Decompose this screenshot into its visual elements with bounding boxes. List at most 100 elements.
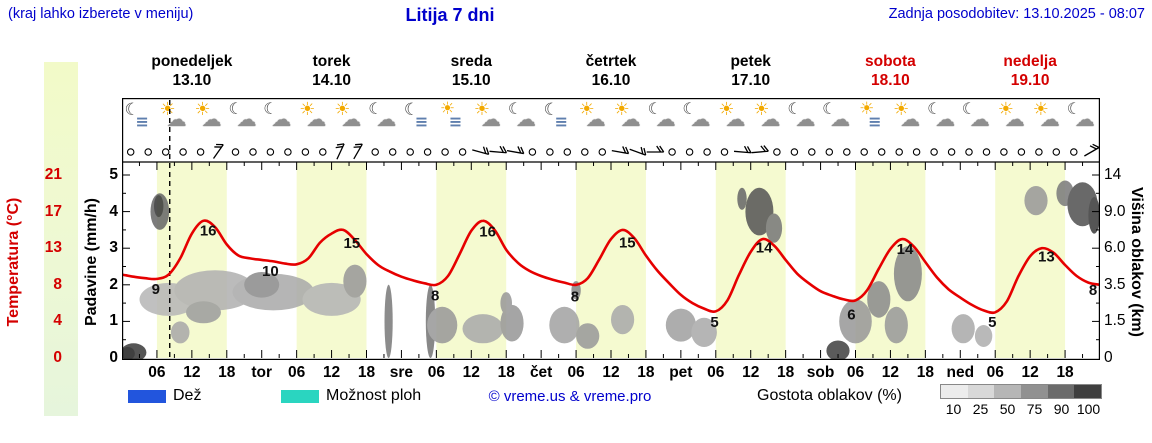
day-header-sreda: sreda 15.10 — [401, 52, 541, 90]
fog-icon: ≡ — [448, 112, 463, 131]
day-date: 13.10 — [172, 72, 212, 89]
menu-hint: (kraj lahko izberete v meniju) — [8, 6, 194, 22]
fog-icon: ≡ — [414, 112, 429, 131]
cloud-tick-label: 3.5 — [1104, 275, 1126, 293]
time-tick-12: 12 — [322, 364, 341, 381]
plot-frame — [122, 98, 1100, 360]
showers-legend-swatch — [281, 390, 319, 403]
time-tick-12: 12 — [1021, 364, 1039, 381]
rain-legend-swatch — [128, 390, 166, 403]
moon-icon: ☾ — [682, 99, 697, 118]
time-tick-18: 18 — [637, 364, 655, 381]
wind-calm-circle-icon — [423, 148, 432, 156]
day-name: petek — [730, 53, 771, 70]
wind-barb-icon — [646, 145, 665, 153]
moon-icon: ☾ — [368, 99, 383, 118]
precip-tick-label: 3 — [109, 239, 118, 257]
weather-icon-night-cloud: ☾ ☁ — [786, 101, 820, 143]
sun-icon: ☀ — [718, 99, 735, 120]
time-tick-pet: pet — [669, 364, 693, 381]
wind-calm-circle-icon — [371, 148, 379, 156]
cloud-density-scale — [940, 384, 1102, 399]
wind-barb-icon — [489, 145, 508, 154]
wind-calm-circle-icon — [790, 148, 799, 156]
rain-legend-label: Dež — [173, 387, 202, 404]
time-tick-18: 18 — [1056, 364, 1074, 381]
day-header-torek: torek 14.10 — [262, 52, 402, 90]
svg-text:5: 5 — [710, 314, 718, 331]
sun-icon: ☀ — [997, 99, 1014, 120]
svg-text:14: 14 — [897, 241, 914, 258]
time-tick-06: 06 — [986, 364, 1004, 381]
wind-calm-circle-icon — [1070, 148, 1078, 156]
time-tick-06: 06 — [846, 364, 865, 381]
copyright-link[interactable]: © vreme.us & vreme.pro — [488, 388, 652, 405]
svg-text:13: 13 — [1038, 248, 1055, 265]
wind-barb-icon — [335, 143, 345, 160]
wind-calm-circle-icon — [1035, 148, 1043, 156]
svg-text:8: 8 — [431, 287, 439, 304]
fog-icon: ≡ — [135, 112, 149, 131]
wind-calm-circle-icon — [1017, 148, 1026, 156]
cloud-icon: ☁ — [620, 107, 641, 131]
wind-calm-circle-icon — [458, 148, 467, 156]
svg-text:15: 15 — [344, 235, 361, 252]
cloud-tick-label: 9.0 — [1104, 202, 1126, 220]
day-header-sobota: sobota 18.10 — [821, 52, 961, 90]
time-tick-06: 06 — [567, 364, 585, 381]
temperature-value-labels: 9 16 10 15 8 16 8 15 5 14 6 14 5 13 8 — [152, 222, 1098, 331]
precip-tick-label: 1 — [109, 312, 118, 330]
wind-calm-circle-icon — [266, 148, 275, 156]
wind-calm-circle-icon — [179, 148, 187, 156]
time-tick-12: 12 — [183, 364, 201, 381]
sun-icon: ☀ — [893, 99, 910, 120]
cloud-icon: ☁ — [585, 107, 606, 131]
cloud-icon: ☁ — [480, 107, 501, 131]
temp-tick-label: 21 — [44, 166, 62, 183]
cloud-icon: ☁ — [166, 107, 187, 131]
sun-icon: ☀ — [334, 99, 351, 120]
time-tick-sre: sre — [389, 364, 414, 381]
time-tick-18: 18 — [218, 364, 236, 381]
day-date: 18.10 — [871, 72, 910, 89]
weather-icon-night-fog: ☾ ≡ — [123, 101, 157, 143]
sun-icon: ☀ — [613, 99, 630, 120]
precip-tick-label: 4 — [109, 202, 118, 220]
time-tick-18: 18 — [357, 364, 376, 381]
cloud-shapes — [122, 180, 1100, 360]
wind-calm-circle-icon — [773, 148, 781, 156]
wind-barb-icon — [472, 146, 490, 155]
weather-icon-sun-cloud: ☀ ☁ — [751, 101, 785, 143]
cloud-icon: ☁ — [1004, 107, 1025, 131]
day-header-nedelja: nedelja 19.10 — [960, 52, 1100, 90]
svg-text:9: 9 — [152, 281, 160, 298]
cloud-icon: ☁ — [935, 107, 956, 131]
wind-calm-circle-icon — [930, 148, 938, 156]
wind-calm-circle-icon — [284, 148, 292, 156]
day-name: sobota — [865, 53, 916, 70]
wind-calm-circle-icon — [1000, 148, 1008, 156]
density-tick-label: 25 — [972, 401, 989, 417]
wind-calm-circle-icon — [388, 148, 397, 156]
wind-calm-circle-icon — [668, 148, 676, 156]
cloud-icon: ☁ — [760, 107, 781, 131]
weather-icon-night-cloud: ☾ ☁ — [1066, 101, 1100, 143]
sun-icon: ☀ — [439, 99, 456, 119]
wind-calm-circle-icon — [860, 148, 868, 156]
wind-calm-circle-icon — [196, 148, 205, 156]
cloud-tick-label: 1.5 — [1104, 312, 1126, 330]
sun-icon: ☀ — [473, 99, 491, 120]
weather-icon-sun-cloud: ☀ ☁ — [996, 101, 1030, 143]
cloud-icon: ☁ — [306, 107, 327, 131]
cloud-icon: ☁ — [271, 107, 292, 131]
wind-barb-icon — [733, 145, 752, 154]
wind-calm-circle-icon — [249, 148, 257, 156]
wind-calm-circle-icon — [546, 148, 554, 156]
cloud-icon: ☁ — [236, 107, 257, 131]
cloud-icon: ☁ — [376, 107, 397, 131]
density-cell — [1047, 385, 1075, 398]
precip-tick-label: 2 — [109, 275, 118, 293]
wind-barb-icon — [751, 145, 769, 154]
cloud-icon: ☁ — [655, 107, 676, 131]
day-date: 17.10 — [731, 72, 771, 89]
